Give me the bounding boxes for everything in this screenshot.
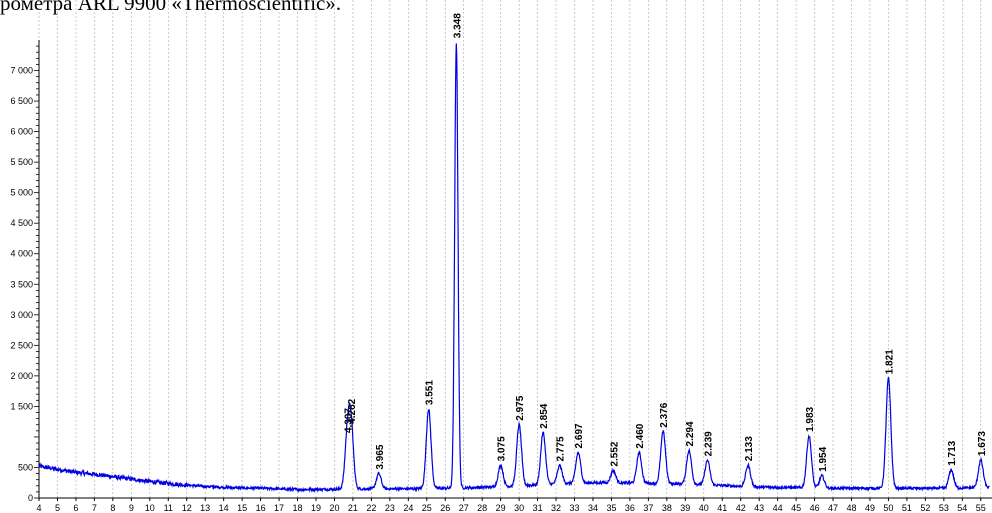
- peak-label: 1.954: [818, 446, 829, 471]
- x-tick-label: 10: [145, 503, 155, 513]
- y-minor-ticks: [34, 45, 39, 499]
- peak-label: 4.262: [347, 398, 358, 423]
- peak-label: 2.239: [703, 431, 714, 456]
- x-tick-label: 48: [846, 503, 856, 513]
- peak-label: 2.460: [635, 423, 646, 448]
- y-tick-labels: 0 500 1 500 2 000 2 500 3 000 3 500 4 000 4 500 5…: [10, 66, 33, 503]
- x-tick-label: 41: [717, 503, 727, 513]
- y-tick-label: 0: [28, 493, 33, 503]
- x-tick-label: 4: [36, 503, 41, 513]
- peak-label: 3.075: [497, 436, 508, 461]
- x-tick-label: 15: [237, 503, 247, 513]
- x-tick-label: 9: [129, 503, 134, 513]
- peak-label: 2.294: [685, 421, 696, 446]
- y-tick-label: 2 000: [10, 371, 33, 381]
- y-tick-label: 3 000: [10, 310, 33, 320]
- x-tick-label: 8: [110, 503, 115, 513]
- peak-label: 3.551: [425, 380, 436, 405]
- axes: [38, 40, 992, 499]
- y-tick-label: 5 000: [10, 188, 33, 198]
- x-tick-label: 36: [625, 503, 635, 513]
- y-tick-label: 7 000: [10, 66, 33, 76]
- x-tick-labels: 4 5 6 7 8 9 10 11 12 13 14 15 16 17 18 19 20 21 22 23 24 25 26…: [36, 498, 986, 513]
- x-tick-label: 28: [477, 503, 487, 513]
- peak-label: 2.133: [744, 436, 755, 461]
- x-tick-label: 25: [422, 503, 432, 513]
- x-tick-label: 54: [957, 503, 967, 513]
- peak-label: 1.983: [805, 406, 816, 431]
- y-tick-label: 6 500: [10, 96, 33, 106]
- x-tick-label: 30: [514, 503, 524, 513]
- x-tick-label: 7: [92, 503, 97, 513]
- peak-label: 1.821: [884, 349, 895, 374]
- y-tick-label: 5 500: [10, 157, 33, 167]
- x-tick-label: 13: [200, 503, 210, 513]
- x-tick-label: 39: [680, 503, 690, 513]
- x-tick-label: 17: [274, 503, 284, 513]
- x-tick-label: 37: [643, 503, 653, 513]
- figure-caption: рометра ARL 9900 «Thermoscientific».: [0, 0, 342, 15]
- peak-label: 2.854: [539, 403, 550, 428]
- x-tick-label: 32: [551, 503, 561, 513]
- x-tick-label: 12: [182, 503, 192, 513]
- peak-label: 2.552: [609, 441, 620, 466]
- y-tick-label: 4 500: [10, 218, 33, 228]
- peak-label: 3.965: [375, 444, 386, 469]
- x-tick-label: 19: [311, 503, 321, 513]
- x-tick-label: 55: [976, 503, 986, 513]
- peak-label: 4.307: [343, 408, 354, 433]
- x-tick-label: 38: [662, 503, 672, 513]
- x-tick-label: 42: [736, 503, 746, 513]
- x-tick-label: 6: [73, 503, 78, 513]
- x-tick-label: 22: [366, 503, 376, 513]
- x-tick-label: 40: [699, 503, 709, 513]
- vertical-grid: [38, 0, 982, 498]
- y-tick-label: 500: [18, 462, 33, 472]
- x-tick-label: 26: [440, 503, 450, 513]
- x-tick-label: 52: [920, 503, 930, 513]
- x-tick-label: 53: [939, 503, 949, 513]
- x-tick-label: 49: [865, 503, 875, 513]
- x-tick-label: 33: [570, 503, 580, 513]
- x-tick-label: 16: [256, 503, 266, 513]
- x-tick-label: 43: [754, 503, 764, 513]
- x-tick-label: 44: [773, 503, 783, 513]
- x-tick-label: 45: [791, 503, 801, 513]
- peak-label: 2.975: [515, 395, 526, 420]
- x-tick-label: 24: [403, 503, 413, 513]
- x-tick-label: 31: [533, 503, 543, 513]
- x-tick-label: 46: [810, 503, 820, 513]
- x-tick-label: 14: [219, 503, 229, 513]
- x-tick-label: 27: [459, 503, 469, 513]
- peak-label: 2.775: [556, 436, 567, 461]
- x-tick-label: 23: [385, 503, 395, 513]
- y-tick-label: 4 000: [10, 249, 33, 259]
- peak-label: 2.376: [659, 402, 670, 427]
- x-tick-label: 51: [902, 503, 912, 513]
- peak-label: 1.673: [977, 431, 988, 456]
- y-tick-label: 1 500: [10, 401, 33, 411]
- x-tick-label: 35: [606, 503, 616, 513]
- peak-label: 2.697: [574, 423, 585, 448]
- peak-label: 1.713: [947, 440, 958, 465]
- diffraction-series: [38, 43, 990, 494]
- y-tick-label: 2 500: [10, 340, 33, 350]
- x-tick-label: 20: [329, 503, 339, 513]
- x-tick-label: 18: [293, 503, 303, 513]
- x-tick-label: 21: [348, 503, 358, 513]
- series-layer: [38, 43, 990, 494]
- x-tick-label: 50: [883, 503, 893, 513]
- x-tick-label: 47: [828, 503, 838, 513]
- peak-label: 3.348: [452, 13, 463, 38]
- x-tick-label: 11: [164, 503, 173, 513]
- y-tick-label: 6 000: [10, 127, 33, 137]
- y-tick-label: 3 500: [10, 279, 33, 289]
- x-tick-label: 5: [55, 503, 60, 513]
- x-tick-label: 34: [588, 503, 598, 513]
- x-tick-label: 29: [496, 503, 506, 513]
